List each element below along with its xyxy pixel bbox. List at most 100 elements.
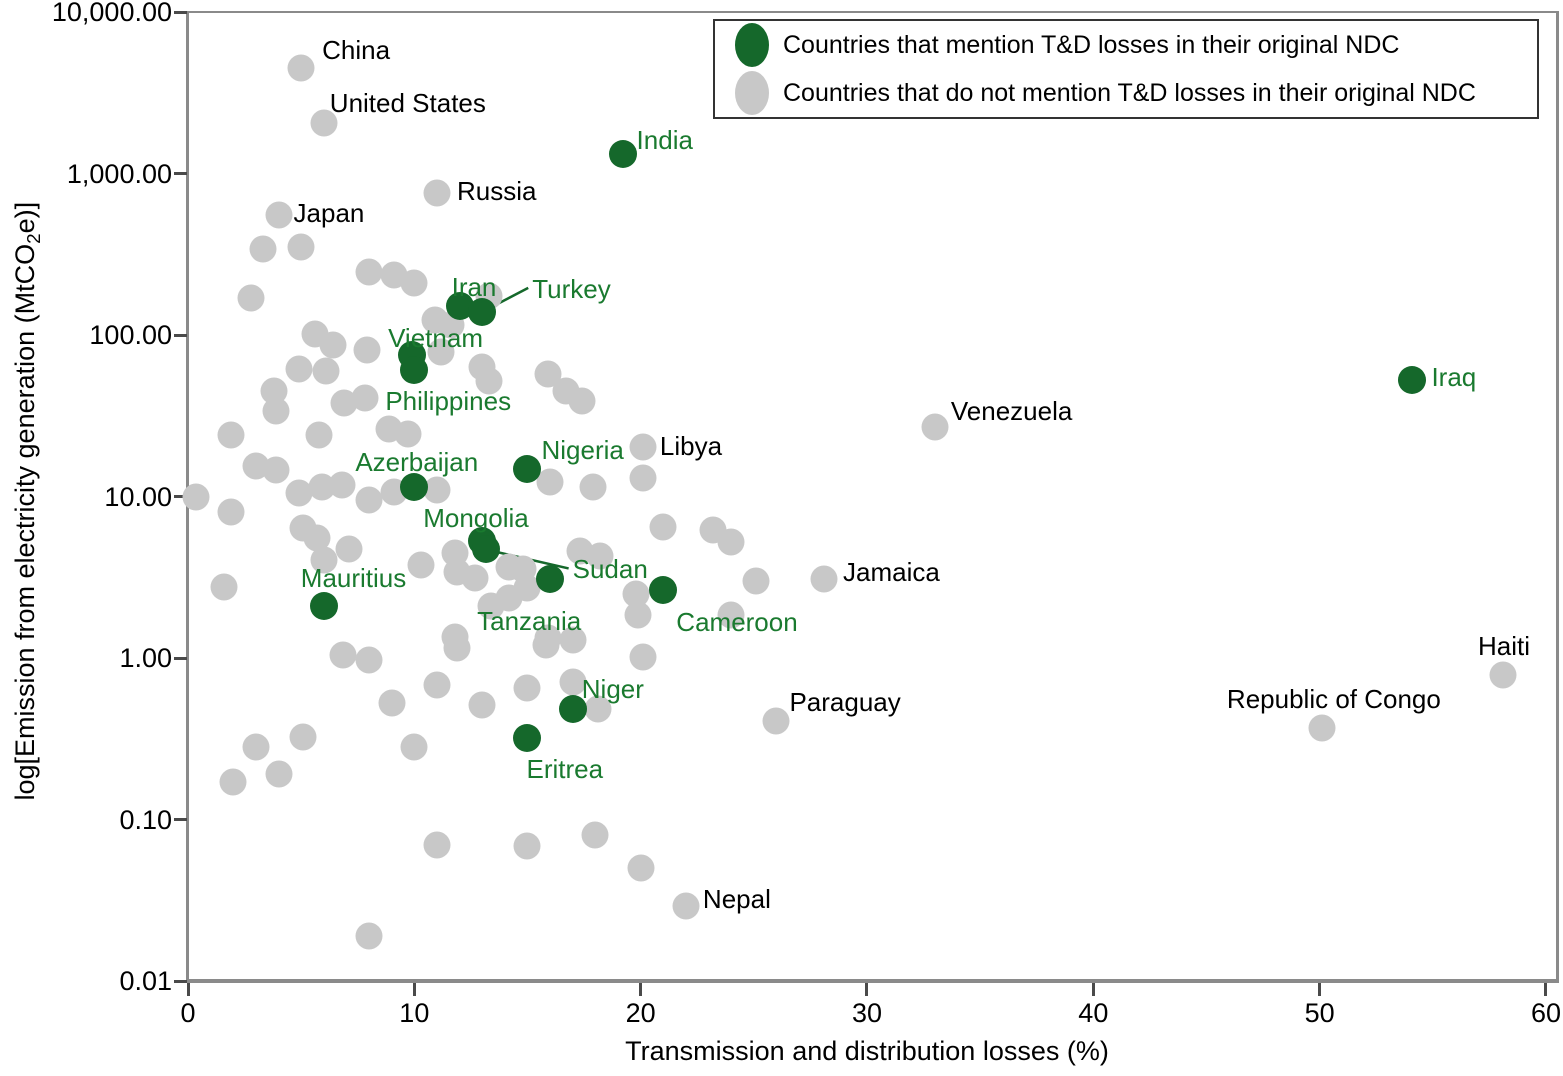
data-point-eritrea xyxy=(513,723,542,752)
x-tick-label: 60 xyxy=(1530,998,1561,1028)
data-point-tanzania xyxy=(536,564,565,593)
scatter-dot-gray xyxy=(335,535,363,563)
country-label-united-states: United States xyxy=(329,87,486,118)
scatter-dot-gray xyxy=(219,768,247,796)
scatter-dot-gray xyxy=(319,331,347,359)
data-point-china xyxy=(287,54,315,82)
scatter-dot-gray xyxy=(265,760,293,788)
scatter-dot-gray xyxy=(629,643,657,671)
scatter-dot-gray xyxy=(351,384,379,412)
country-label-iraq: Iraq xyxy=(1431,361,1477,392)
x-tick-mark xyxy=(186,983,190,996)
data-point-paraguay xyxy=(762,707,790,735)
scatter-dot-gray xyxy=(217,498,245,526)
data-point-russia xyxy=(423,179,451,207)
right-spine xyxy=(1556,12,1559,983)
scatter-dot-gray xyxy=(586,542,614,570)
country-label-cameroon: Cameroon xyxy=(676,606,798,637)
scatter-dot-gray xyxy=(427,338,455,366)
data-point-haiti xyxy=(1489,661,1517,689)
scatter-dot-gray xyxy=(584,695,612,723)
scatter-dot-gray xyxy=(394,420,422,448)
data-point-venezuela xyxy=(921,413,949,441)
country-label-china: China xyxy=(322,35,391,65)
scatter-dot-gray xyxy=(355,486,383,514)
scatter-dot-gray xyxy=(468,691,496,719)
scatter-dot-gray xyxy=(423,671,451,699)
country-label-iran: Iran xyxy=(451,272,497,303)
country-label-azerbaijan: Azerbaijan xyxy=(355,447,479,478)
y-tick-label: 1,000.00 xyxy=(66,158,172,189)
country-label-republic-of-congo: Republic of Congo xyxy=(1226,683,1441,714)
x-tick-mark xyxy=(412,983,416,996)
scatter-dot-gray xyxy=(329,641,357,669)
data-point-iraq xyxy=(1398,365,1427,394)
scatter-dot-gray xyxy=(262,456,290,484)
scatter-dot-gray xyxy=(629,464,657,492)
y-tick-label: 10,000.00 xyxy=(51,0,172,27)
scatter-dot-gray xyxy=(717,601,745,629)
scatter-dot-gray xyxy=(262,397,290,425)
country-label-nepal: Nepal xyxy=(702,884,771,915)
x-tick-label: 20 xyxy=(625,998,656,1028)
country-label-tanzania: Tanzania xyxy=(477,605,582,636)
scatter-dot-gray xyxy=(249,235,277,263)
country-label-niger: Niger xyxy=(581,674,644,705)
country-label-paraguay: Paraguay xyxy=(789,686,901,717)
scatter-dot-gray xyxy=(355,922,383,950)
scatter-dot-gray xyxy=(513,832,541,860)
data-point-nepal xyxy=(672,892,700,920)
no-mention-swatch-icon xyxy=(735,71,769,115)
scatter-dot-gray xyxy=(400,733,428,761)
x-tick-label: 40 xyxy=(1078,998,1109,1028)
country-label-jamaica: Jamaica xyxy=(842,556,940,587)
country-label-russia: Russia xyxy=(456,176,537,207)
legend-item-label: Countries that mention T&D losses in the… xyxy=(783,30,1400,59)
scatter-dot-gray xyxy=(742,567,770,595)
x-axis-title: Transmission and distribution losses (%) xyxy=(625,1036,1109,1066)
x-tick-mark xyxy=(1318,983,1322,996)
legend-item-mention: Countries that mention T&D losses in the… xyxy=(735,23,1537,67)
country-label-sudan: Sudan xyxy=(572,554,648,585)
x-tick-mark xyxy=(865,983,869,996)
country-label-nigeria: Nigeria xyxy=(541,435,624,466)
data-point-nigeria xyxy=(513,455,542,484)
country-label-libya: Libya xyxy=(659,430,723,461)
data-point-india xyxy=(608,140,637,169)
scatter-dot-gray xyxy=(532,631,560,659)
y-tick-mark xyxy=(174,10,187,14)
data-point-turkey xyxy=(468,297,497,326)
scatter-dot-gray xyxy=(328,471,356,499)
data-point-azerbaijan xyxy=(400,473,429,502)
data-point-philippines xyxy=(400,355,429,384)
data-point-cameroon xyxy=(649,575,678,604)
scatter-dot-gray xyxy=(624,601,652,629)
country-label-venezuela: Venezuela xyxy=(950,395,1073,426)
scatter-dot-gray xyxy=(579,473,607,501)
data-point-mauritius xyxy=(309,591,338,620)
x-tick-label: 10 xyxy=(399,998,430,1028)
scatter-dot-gray xyxy=(513,674,541,702)
y-tick-mark xyxy=(174,818,187,821)
scatter-dot-gray xyxy=(312,357,340,385)
legend-item-no-mention: Countries that do not mention T&D losses… xyxy=(735,71,1537,115)
country-label-haiti: Haiti xyxy=(1477,631,1530,662)
scatter-dot-gray xyxy=(287,233,315,261)
data-point-japan xyxy=(265,201,293,229)
bottom-spine xyxy=(186,979,1559,983)
y-axis-title: log[Emission from electricity generation… xyxy=(9,201,46,801)
scatter-dot-gray xyxy=(237,284,265,312)
data-point-niger xyxy=(558,695,587,724)
country-label-mongolia: Mongolia xyxy=(423,503,529,534)
country-label-japan: Japan xyxy=(293,198,365,229)
country-label-vietnam: Vietnam xyxy=(388,323,483,354)
scatter-dot-gray xyxy=(310,546,338,574)
top-spine xyxy=(186,11,1559,13)
y-tick-mark xyxy=(174,495,187,498)
scatter-dot-gray xyxy=(242,733,270,761)
scatter-dot-gray xyxy=(289,723,317,751)
scatter-dot-gray xyxy=(536,468,564,496)
scatter-dot-gray xyxy=(378,689,406,717)
y-tick-label: 1.00 xyxy=(119,643,172,673)
